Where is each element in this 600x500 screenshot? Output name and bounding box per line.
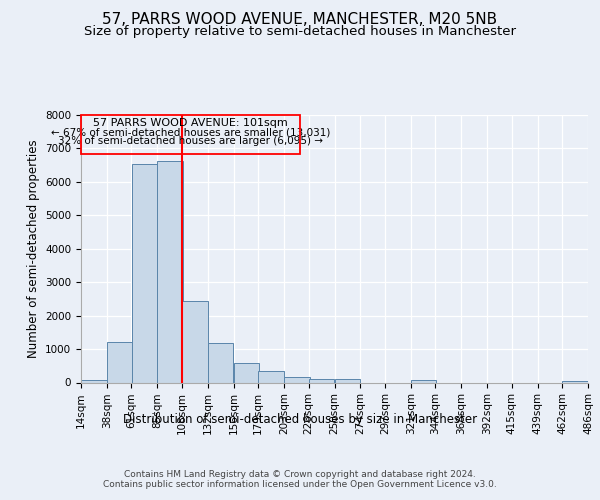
- Text: 57, PARRS WOOD AVENUE, MANCHESTER, M20 5NB: 57, PARRS WOOD AVENUE, MANCHESTER, M20 5…: [103, 12, 497, 28]
- Bar: [182, 300, 208, 382]
- Text: Size of property relative to semi-detached houses in Manchester: Size of property relative to semi-detach…: [84, 25, 516, 38]
- Bar: [411, 380, 436, 382]
- Y-axis label: Number of semi-detached properties: Number of semi-detached properties: [26, 140, 40, 358]
- Bar: [81, 380, 107, 382]
- Text: Contains HM Land Registry data © Crown copyright and database right 2024.: Contains HM Land Registry data © Crown c…: [124, 470, 476, 479]
- Bar: [157, 161, 183, 382]
- Text: Distribution of semi-detached houses by size in Manchester: Distribution of semi-detached houses by …: [123, 412, 477, 426]
- Bar: [335, 380, 360, 382]
- Bar: [309, 379, 334, 382]
- Bar: [284, 377, 310, 382]
- Bar: [233, 363, 259, 382]
- Bar: [208, 343, 233, 382]
- Bar: [107, 342, 133, 382]
- Text: 57 PARRS WOOD AVENUE: 101sqm: 57 PARRS WOOD AVENUE: 101sqm: [93, 118, 288, 128]
- Bar: [562, 381, 588, 382]
- Text: Contains public sector information licensed under the Open Government Licence v3: Contains public sector information licen…: [103, 480, 497, 489]
- Text: ← 67% of semi-detached houses are smaller (13,031): ← 67% of semi-detached houses are smalle…: [51, 128, 330, 138]
- Bar: [259, 372, 284, 382]
- Text: 32% of semi-detached houses are larger (6,095) →: 32% of semi-detached houses are larger (…: [58, 136, 323, 146]
- Bar: [131, 164, 157, 382]
